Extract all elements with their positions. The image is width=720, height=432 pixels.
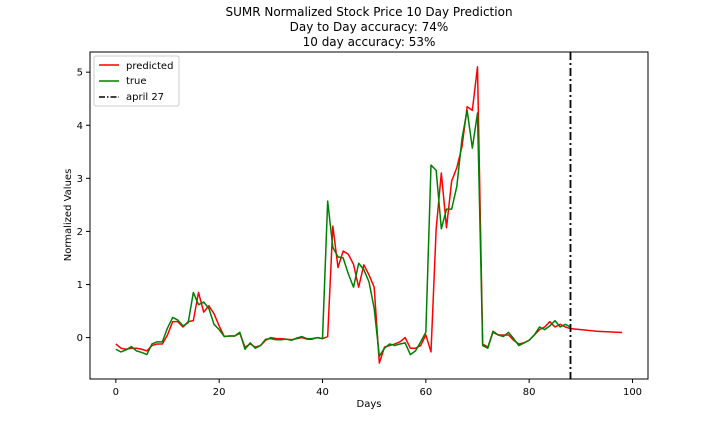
x-tick-label: 20	[213, 387, 226, 398]
series-line-predicted	[115, 66, 623, 364]
y-tick-label: 1	[77, 280, 83, 291]
legend-label-predicted: predicted	[126, 61, 173, 72]
y-tick-label: 2	[77, 227, 83, 238]
y-tick-label: 5	[77, 68, 83, 79]
legend-label-april-27: april 27	[126, 92, 164, 103]
x-tick-label: 80	[523, 387, 536, 398]
x-axis-ticks: 0 20 40 60 80 100	[113, 379, 642, 398]
y-axis-ticks: 0 1 2 3 4 5	[77, 68, 90, 344]
legend-box	[93, 55, 180, 107]
y-tick-label: 3	[77, 174, 83, 185]
y-tick-label: 4	[77, 121, 83, 132]
plot-marks	[115, 52, 623, 379]
y-axis-label: Normalized Values	[63, 169, 74, 262]
chart-title-line-1: SUMR Normalized Stock Price 10 Day Predi…	[225, 5, 512, 19]
x-tick-label: 0	[113, 387, 119, 398]
chart-title: SUMR Normalized Stock Price 10 Day Predi…	[225, 5, 512, 49]
x-axis-label: Days	[357, 399, 382, 410]
y-tick-label: 0	[77, 333, 83, 344]
chart-title-line-3: 10 day accuracy: 53%	[303, 35, 436, 49]
plot-frame	[89, 51, 649, 380]
x-tick-label: 100	[623, 387, 642, 398]
legend-label-true: true	[126, 76, 147, 87]
x-tick-label: 60	[419, 387, 432, 398]
chart-title-line-2: Day to Day accuracy: 74%	[290, 20, 449, 34]
x-tick-label: 40	[316, 387, 329, 398]
legend: predicted true april 27	[93, 55, 180, 107]
series-line-true	[115, 109, 571, 357]
